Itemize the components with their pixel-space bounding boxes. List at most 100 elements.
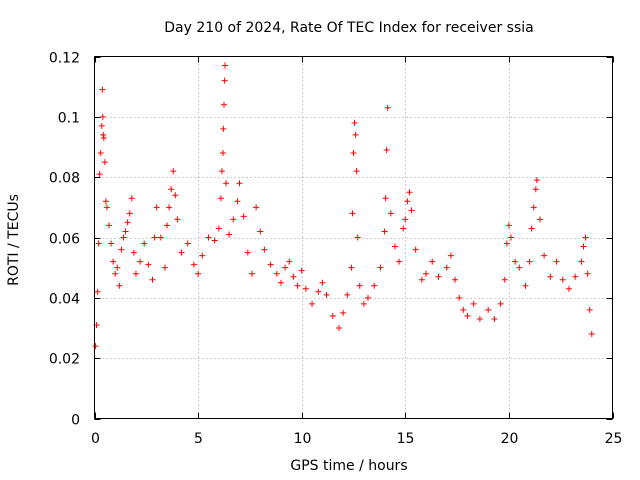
data-point (195, 270, 202, 277)
data-point (302, 285, 309, 292)
data-point (174, 216, 181, 223)
data-point (261, 246, 268, 253)
data-point (217, 195, 224, 202)
x-tick-label: 10 (294, 431, 312, 447)
data-point (559, 276, 566, 283)
plot-frame (94, 56, 613, 419)
data-point (112, 270, 119, 277)
data-point (100, 134, 107, 141)
data-point (218, 168, 225, 175)
data-point (286, 258, 293, 265)
data-point (533, 177, 540, 184)
data-point (157, 234, 164, 241)
data-point (507, 234, 514, 241)
data-point (96, 171, 103, 178)
data-point (273, 270, 280, 277)
data-point (172, 192, 179, 199)
data-point (584, 270, 591, 277)
data-point (580, 243, 587, 250)
data-point (223, 180, 230, 187)
data-point (309, 300, 316, 307)
data-point (215, 225, 222, 232)
data-point (221, 77, 228, 84)
data-point (166, 204, 173, 211)
data-point (164, 222, 171, 229)
data-point (406, 189, 413, 196)
data-point (470, 300, 477, 307)
data-point (476, 315, 483, 322)
data-point (485, 306, 492, 313)
data-point (199, 252, 206, 259)
data-point (92, 343, 99, 350)
data-point (352, 131, 359, 138)
data-point (391, 243, 398, 250)
data-point (335, 325, 342, 331)
data-point (452, 276, 459, 283)
data-point (344, 291, 351, 298)
data-point (528, 225, 535, 232)
data-point (222, 62, 229, 69)
data-point (526, 258, 533, 265)
data-point (447, 252, 454, 259)
data-point (267, 261, 274, 268)
data-point (122, 228, 129, 235)
data-point (553, 258, 560, 265)
data-point (145, 261, 152, 268)
data-point (240, 213, 247, 220)
ticks-layer: 0 0.02 0.04 0.06 0.08 0.1 0.12 0 5 10 15 20 25 (49, 51, 623, 448)
data-point (418, 276, 425, 283)
data-point (354, 234, 361, 241)
data-point (382, 195, 389, 202)
data-point (456, 294, 463, 301)
data-point (298, 267, 305, 274)
data-point (234, 198, 241, 205)
data-point (126, 210, 133, 217)
data-point (348, 264, 355, 271)
data-point (236, 180, 243, 187)
data-point (530, 204, 537, 211)
data-point (340, 309, 347, 316)
data-point (190, 261, 197, 268)
data-point (178, 249, 185, 256)
data-point (505, 222, 512, 229)
data-point (572, 273, 579, 280)
data-point (103, 204, 110, 211)
data-point (381, 228, 388, 235)
data-point (353, 168, 360, 175)
data-point (522, 282, 529, 289)
data-point (110, 258, 117, 265)
data-point (132, 270, 139, 277)
data-point (290, 273, 297, 280)
data-point (114, 264, 121, 271)
data-point (220, 125, 227, 132)
data-point (170, 168, 177, 175)
data-point (578, 258, 585, 265)
data-point (137, 258, 144, 265)
data-point (248, 270, 255, 277)
data-point (221, 101, 227, 108)
data-point (211, 237, 218, 244)
data-point (323, 291, 330, 298)
data-point (491, 315, 498, 322)
x-tick-label: 0 (91, 431, 100, 447)
data-point (429, 258, 436, 265)
data-point (98, 122, 105, 129)
data-point (443, 264, 450, 271)
data-point (503, 240, 510, 247)
data-point (396, 258, 403, 265)
data-point (383, 147, 390, 154)
data-point (257, 228, 264, 235)
data-point (349, 210, 356, 217)
data-point (512, 258, 519, 265)
data-point (371, 282, 378, 289)
y-tick-label: 0 (71, 413, 80, 429)
data-point (226, 231, 233, 238)
data-point (101, 159, 108, 166)
data-point (377, 264, 384, 271)
data-point (319, 279, 326, 286)
x-tick-label: 15 (397, 431, 415, 447)
data-point (365, 294, 372, 301)
data-point (387, 210, 394, 217)
x-tick-label: 20 (501, 431, 519, 447)
